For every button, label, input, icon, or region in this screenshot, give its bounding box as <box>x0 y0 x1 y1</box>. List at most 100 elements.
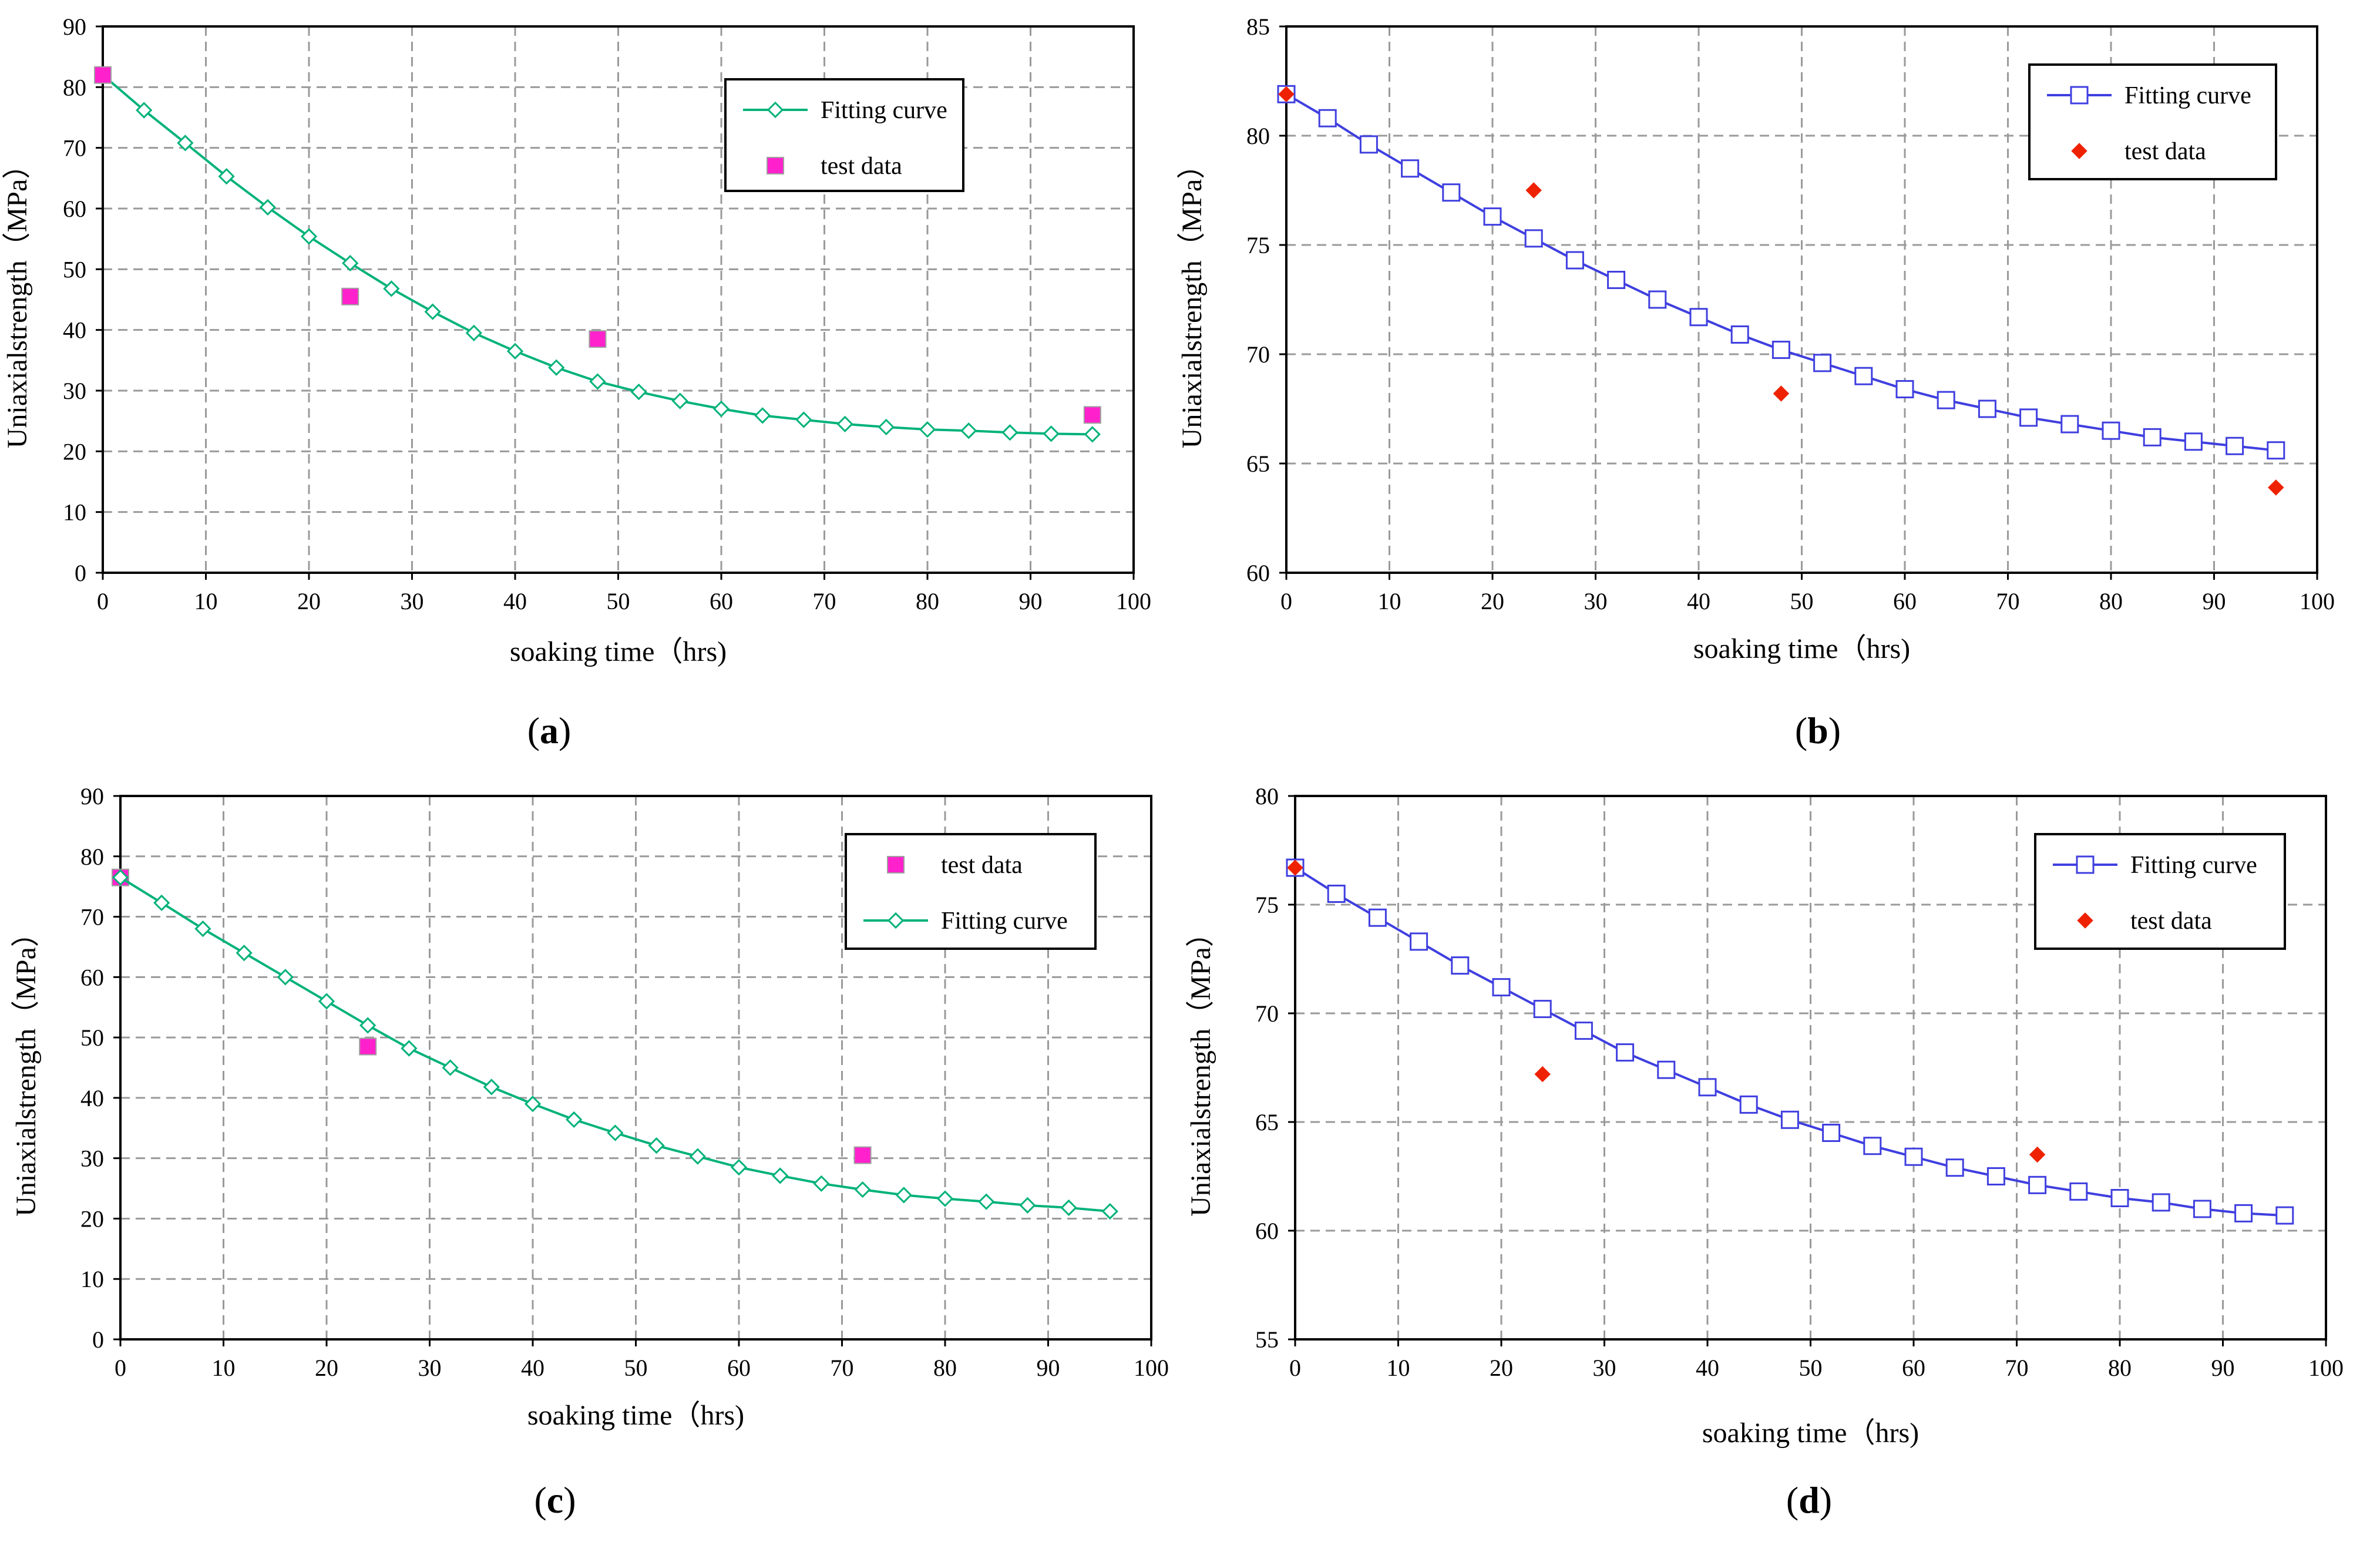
y-tick-label: 30 <box>80 1145 104 1172</box>
series-fitting-curve <box>112 869 1118 1220</box>
y-tick-label: 85 <box>1246 14 1270 40</box>
x-tick-label: 70 <box>813 588 836 614</box>
fitting-curve-point <box>895 1187 912 1204</box>
y-tick-label: 40 <box>80 1085 104 1111</box>
legend-marker-swatch <box>767 101 784 119</box>
x-tick-label: 20 <box>1490 1355 1513 1381</box>
fitting-curve-point <box>1771 341 1790 360</box>
x-axis-label: soaking time（hrs) <box>510 636 727 667</box>
y-tick-label: 70 <box>63 135 86 162</box>
fitting-curve-point <box>589 373 606 390</box>
fitting-curve-point <box>1410 932 1428 951</box>
fitting-curve-point <box>2102 421 2120 440</box>
chart-panel-a: 0 10 20 30 40 50 60 70 80 90 100 0 10 20 30 40 50 60 70 80 9… <box>2 14 1151 751</box>
caption-close-paren: ) <box>563 1479 576 1521</box>
legend-box <box>2028 63 2277 180</box>
y-tick-label: 20 <box>63 438 86 465</box>
y-axis-label: Uniaxialstrength（MPa） <box>11 919 42 1217</box>
test-data-point <box>853 1146 872 1164</box>
fitting-curve-point <box>607 1124 624 1141</box>
fitting-curve-point <box>648 1137 665 1154</box>
x-tick-label: 60 <box>1893 588 1917 614</box>
y-tick-label: 0 <box>75 560 86 586</box>
y-tick-label: 55 <box>1255 1326 1279 1353</box>
y-tick-label: 75 <box>1255 892 1279 918</box>
fitting-curve-point <box>1813 354 1832 372</box>
y-tick-label: 50 <box>80 1024 104 1051</box>
caption-open-paren: ( <box>1795 710 1807 751</box>
x-tick-label: 30 <box>1593 1355 1616 1381</box>
y-tick-label: 70 <box>1255 1000 1279 1027</box>
fitting-curve-point <box>153 894 170 912</box>
fitting-curve-point <box>136 102 153 119</box>
fitting-curve-point <box>795 411 812 428</box>
fitting-curve-point <box>548 359 565 376</box>
legend: Fitting curve test data <box>2028 63 2277 180</box>
test-data-point <box>2029 1146 2046 1163</box>
y-tick-label: 60 <box>1246 560 1270 586</box>
y-tick-label: 70 <box>80 904 104 930</box>
fitting-curve-point <box>401 1040 418 1057</box>
fitting-curve-point <box>1019 1197 1036 1214</box>
y-tick-label: 40 <box>63 317 86 344</box>
series-fitting-curve <box>94 66 1101 443</box>
fitting-curve-point <box>919 421 936 438</box>
y-tick-label: 30 <box>63 378 86 404</box>
caption-letter: b <box>1807 710 1828 751</box>
fitting-curve-point <box>1001 424 1018 441</box>
y-tick-label: 10 <box>63 499 86 526</box>
fitting-curve-point <box>960 422 977 439</box>
legend-label: Fitting curve <box>2130 852 2257 879</box>
x-tick-label: 40 <box>521 1355 544 1381</box>
x-tick-label: 40 <box>1687 588 1710 614</box>
y-tick-label: 80 <box>80 844 104 870</box>
caption-close-paren: ) <box>1820 1479 1832 1521</box>
x-tick-label: 60 <box>727 1355 751 1381</box>
legend: test data Fitting curve <box>845 833 1097 950</box>
fitting-curve-point <box>1937 391 1955 409</box>
fitting-curve-point <box>483 1079 500 1096</box>
legend-label: test data <box>821 153 902 180</box>
caption-open-paren: ( <box>534 1479 546 1521</box>
x-tick-label: 50 <box>1790 588 1814 614</box>
fitting-curve-point <box>1359 135 1378 154</box>
x-tick-label: 20 <box>315 1355 338 1381</box>
x-tick-label: 50 <box>1799 1355 1823 1381</box>
fitting-curve-point <box>1648 290 1667 309</box>
y-tick-label: 80 <box>63 74 86 100</box>
test-data-point <box>359 1037 377 1056</box>
fitting-curve-point <box>1895 380 1914 399</box>
fitting-curve-point <box>836 415 853 432</box>
x-tick-label: 70 <box>831 1355 854 1381</box>
fitting-curve-point <box>1698 1078 1717 1097</box>
caption-letter: a <box>540 710 559 751</box>
x-axis-label: soaking time（hrs) <box>1702 1417 1919 1449</box>
fitting-curve-point <box>1863 1137 1882 1155</box>
x-tick-label: 90 <box>1037 1355 1060 1381</box>
fitting-curve-point <box>2019 408 2038 427</box>
y-tick-label: 60 <box>80 964 104 990</box>
fitting-curve-point <box>2193 1200 2211 1218</box>
fitting-curve-point <box>2184 432 2203 451</box>
test-data-point <box>1083 406 1101 424</box>
y-tick-label: 90 <box>80 783 104 809</box>
legend: Fitting curve test data <box>2034 833 2286 950</box>
fitting-curve-point <box>813 1175 830 1192</box>
y-tick-label: 65 <box>1246 451 1270 477</box>
fitting-curve-point <box>1084 426 1101 443</box>
test-data-point <box>1525 182 1542 199</box>
fitting-curve-point <box>465 324 482 341</box>
fitting-curve-point <box>2275 1206 2294 1225</box>
x-axis-label: soaking time（hrs) <box>527 1400 744 1431</box>
x-tick-label: 20 <box>1481 588 1504 614</box>
fitting-curve-point <box>2234 1204 2253 1222</box>
series-test-data <box>1278 86 2284 496</box>
legend-label: Fitting curve <box>821 97 947 124</box>
fitting-curve-point <box>1043 425 1060 442</box>
x-tick-label: 70 <box>1996 588 2020 614</box>
legend-box <box>845 833 1097 950</box>
legend-label: test data <box>941 852 1023 879</box>
fitting-curve-point <box>1442 183 1461 202</box>
panel-caption: (a) <box>527 710 572 751</box>
fitting-curve-point <box>524 1096 542 1113</box>
